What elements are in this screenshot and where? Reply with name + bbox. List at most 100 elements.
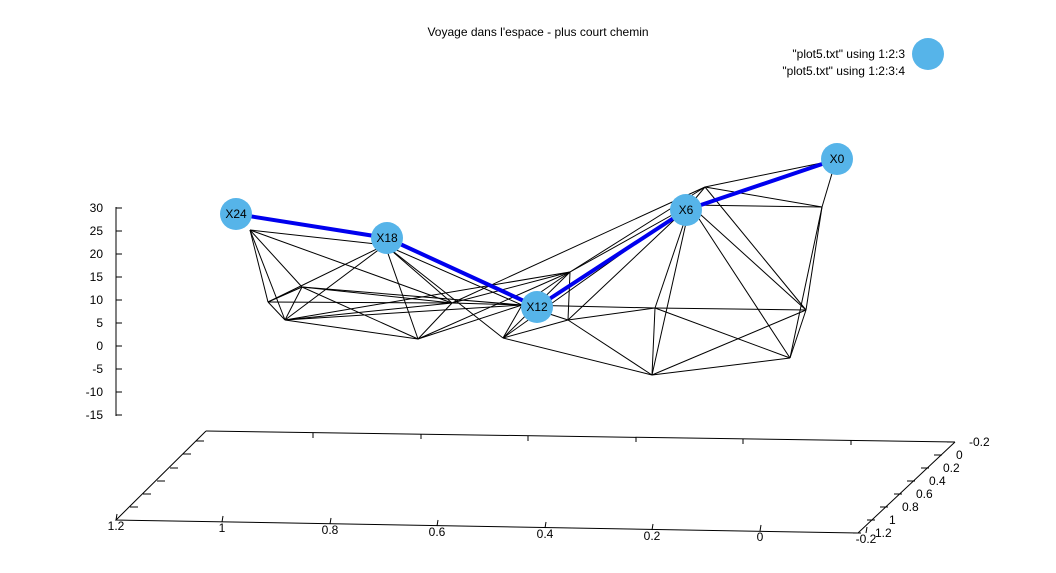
y-tick-label: 0.4 xyxy=(929,474,946,488)
mesh-edge xyxy=(651,204,691,376)
x-tick-label: 1 xyxy=(219,521,226,535)
path-nodes: X24 X18 X12 X6 X0 xyxy=(220,143,853,323)
mesh-edge xyxy=(249,229,269,303)
mesh-edge xyxy=(384,244,453,304)
mesh-edge xyxy=(249,229,386,246)
x-tick-mark xyxy=(651,523,654,531)
mesh-edge xyxy=(267,286,303,303)
mesh-edge xyxy=(689,204,791,359)
x-tick-label: -0.2 xyxy=(856,532,877,546)
mesh-edge xyxy=(451,271,571,304)
base-frame-edges xyxy=(114,430,956,534)
x-tick-label: 0.4 xyxy=(537,527,554,541)
path-node xyxy=(371,222,403,254)
mesh-edge xyxy=(569,204,691,273)
mesh-edge xyxy=(789,309,807,359)
mesh-edge xyxy=(267,301,453,304)
y-tick-label: 0.8 xyxy=(902,500,919,514)
mesh-edge xyxy=(249,229,303,288)
mesh-edge xyxy=(502,319,569,339)
mesh-edge xyxy=(567,204,691,321)
path-segment xyxy=(684,157,839,212)
path-node-label: X18 xyxy=(376,231,398,245)
z-tick-label: 15 xyxy=(90,270,104,284)
mesh-edge xyxy=(417,302,453,340)
z-tick-label: -15 xyxy=(86,408,104,422)
mesh-edge xyxy=(284,286,303,321)
x-tick-mark xyxy=(544,521,547,529)
mesh-edge xyxy=(654,307,807,311)
path-node-label: X6 xyxy=(679,203,694,217)
x-tick-mark xyxy=(221,515,224,523)
x-tick-label: 0.8 xyxy=(322,523,339,537)
y-tick-label: 1 xyxy=(889,513,896,527)
mesh-edge xyxy=(284,271,571,321)
z-tick-label: 5 xyxy=(96,316,103,330)
mesh-edge xyxy=(451,302,523,306)
x-tick-mark xyxy=(115,513,118,521)
path-node-label: X0 xyxy=(830,152,845,166)
x-tick-mark xyxy=(329,517,332,525)
base-frame: 1.2 1 0.8 0.6 0.4 0.2 0 -0.2 -0.200.20.40.60.81… xyxy=(108,430,990,546)
path-segment xyxy=(234,212,389,240)
mesh-edge xyxy=(417,271,571,340)
x-tick-label: 0.2 xyxy=(644,529,661,543)
z-tick-label: -10 xyxy=(86,385,104,399)
mesh-edge xyxy=(502,337,653,376)
x-tick-mark xyxy=(436,519,439,527)
z-tick-label: 30 xyxy=(90,201,104,215)
mesh-edge xyxy=(704,186,807,311)
mesh-edge xyxy=(417,304,523,340)
mesh-edge xyxy=(689,204,823,208)
mesh-edge xyxy=(567,271,571,321)
path-node xyxy=(670,194,702,226)
y-tick-label: 1.2 xyxy=(875,526,892,540)
mesh-edge xyxy=(284,304,523,321)
x-tick-label: 0.6 xyxy=(429,525,446,539)
mesh-edge xyxy=(805,206,823,311)
path-node-label: X12 xyxy=(526,300,548,314)
path-node xyxy=(821,143,853,175)
mesh-edge xyxy=(689,204,807,311)
path-segment xyxy=(385,236,539,309)
mesh-edge xyxy=(451,186,706,304)
z-tick-label: 0 xyxy=(96,339,103,353)
mesh-edge xyxy=(654,307,791,359)
mesh-edge xyxy=(284,244,386,321)
mesh-edge xyxy=(567,319,653,376)
mesh-edge xyxy=(267,244,386,303)
mesh-edge xyxy=(704,186,823,208)
x-tick-mark xyxy=(759,524,762,532)
base-frame-back-edge xyxy=(205,430,956,443)
mesh-edge xyxy=(789,206,823,359)
legend-entry-2: "plot5.txt" using 1:2:3:4 xyxy=(782,64,905,78)
mesh-edge xyxy=(267,301,286,321)
path-segment xyxy=(535,208,688,309)
mesh-edge xyxy=(249,229,453,304)
z-tick-label: -5 xyxy=(92,362,103,376)
y-tick-label: 0.2 xyxy=(943,461,960,475)
mesh-edge xyxy=(651,357,791,376)
x-tick-mark xyxy=(865,526,868,534)
mesh-edge xyxy=(284,319,419,340)
z-tick-label: 10 xyxy=(90,293,104,307)
x-tick-label: 0 xyxy=(757,530,764,544)
mesh-edge xyxy=(301,286,419,340)
y-tick-label: 0.6 xyxy=(916,487,933,501)
mesh-edge xyxy=(249,229,286,321)
path-node xyxy=(220,198,252,230)
x-tick-label: 1.2 xyxy=(108,519,125,533)
mesh-edge xyxy=(384,244,504,339)
mesh-edge xyxy=(704,159,837,188)
legend: "plot5.txt" using 1:2:3 "plot5.txt" usin… xyxy=(782,38,944,78)
y-tick-label: 0 xyxy=(956,448,963,462)
z-tick-label: 25 xyxy=(90,224,104,238)
mesh-edge xyxy=(384,244,419,340)
legend-marker xyxy=(912,38,944,70)
z-axis: 30 25 20 15 10 5 0 -5 -10 -15 xyxy=(86,201,122,422)
mesh-edge xyxy=(301,286,453,304)
shortest-path xyxy=(234,157,839,309)
mesh-edge xyxy=(567,307,656,321)
mesh-edge xyxy=(284,302,453,321)
